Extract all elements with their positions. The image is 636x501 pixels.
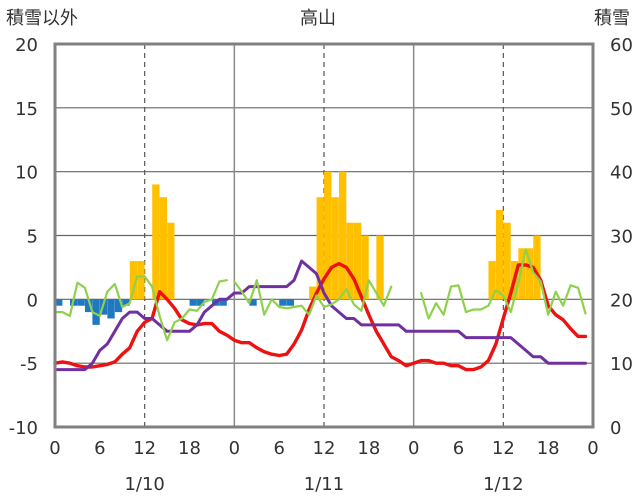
plot-frame [53,42,595,429]
snowfall-bar-14 [488,261,496,300]
x-tick-label: 0 [587,438,598,459]
x-tick-label: 12 [133,438,156,459]
y-right-tick-label: 0 [610,418,621,439]
series-lines [53,248,588,372]
precip_negative-bar-6 [107,299,115,319]
snowfall-bar-12 [361,235,369,300]
x-tick-label: 12 [313,438,336,459]
y-axis-right-ticks: 60 50 40 30 20 10 0 [610,35,633,439]
snowfall-bar-18 [518,248,526,300]
y-left-tick-label: 10 [15,163,38,184]
snowfall-bar-11 [353,222,362,300]
y-left-tick-label: 20 [15,35,38,56]
x-tick-label: 6 [273,438,284,459]
humidity_line-line-0 [53,275,228,342]
precip_negative-bar-10 [197,299,205,306]
date-label: 1/11 [304,474,344,495]
y-right-tick-label: 10 [610,354,633,375]
precip_negative-bar-4 [92,299,100,325]
date-label: 1/10 [124,474,164,495]
snowfall-bar-4 [167,222,175,300]
x-axis-ticks: 0 6 12 18 0 6 12 18 0 6 12 18 0 [49,438,598,459]
y-right-tick-label: 20 [610,290,633,311]
precip_negative-bar-15 [286,299,295,306]
x-tick-label: 18 [357,438,380,459]
snowfall-bar-8 [331,197,339,300]
date-labels: 1/10 1/11 1/12 [124,474,523,495]
y-left-tick-label: 15 [15,99,38,120]
snowfall-bar-20 [533,235,541,300]
precip_negative-bar-8 [122,299,130,306]
snowfall-bar-9 [339,171,347,300]
y-left-tick-label: -10 [9,418,38,439]
x-tick-label: 0 [49,438,60,459]
y-right-tick-label: 30 [610,227,633,248]
y-right-tick-label: 50 [610,99,633,120]
precip_negative-bar-3 [84,299,93,313]
x-tick-label: 0 [408,438,419,459]
snowfall-bar-19 [525,248,534,300]
snowfall-bar-2 [152,184,160,300]
snowfall-bar-16 [503,222,511,300]
precip_negative-bar-7 [114,299,123,313]
snowfall-bar-10 [346,222,354,300]
precip_negative-bar-0 [55,299,63,306]
snowfall-bar-3 [159,197,168,300]
precip_negative-bar-13 [249,299,257,306]
y-left-tick-label: -5 [20,354,38,375]
humidity_line-line-2 [420,248,587,320]
x-tick-label: 12 [492,438,515,459]
chart-title: 高山 [300,8,336,29]
snowfall-bar-13 [376,235,384,300]
precip_negative-bar-9 [189,299,197,306]
snowfall-bar-15 [495,209,504,300]
date-label: 1/12 [483,474,523,495]
bars [55,171,541,325]
y-axis-left-label: 積雪以外 [6,8,78,29]
snowfall-bar-6 [316,197,324,300]
humidity_line-line-1 [233,279,393,316]
x-tick-label: 18 [178,438,201,459]
snowfall-bar-1 [137,261,145,300]
y-axis-right-label: 積雪 [594,8,630,29]
precip_negative-bar-14 [279,299,287,306]
day-dividers [144,44,504,427]
y-left-tick-label: 5 [27,227,38,248]
x-tick-label: 6 [453,438,464,459]
y-left-tick-label: 0 [27,290,38,311]
y-right-tick-label: 60 [610,35,633,56]
x-tick-label: 0 [229,438,240,459]
precip_negative-bar-2 [77,299,85,306]
snowfall-bar-5 [309,286,317,300]
y-axis-left-ticks: 20 15 10 5 0 -5 -10 [9,35,38,439]
x-tick-label: 18 [537,438,560,459]
snowfall-bar-7 [324,171,332,300]
y-right-tick-label: 40 [610,163,633,184]
x-tick-label: 6 [94,438,105,459]
precip_negative-bar-12 [219,299,227,306]
snowfall-bar-0 [129,261,138,300]
